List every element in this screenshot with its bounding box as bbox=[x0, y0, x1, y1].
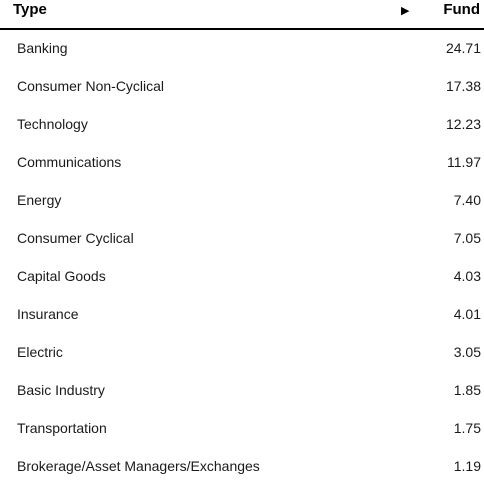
row-type-label: Technology bbox=[17, 116, 88, 132]
column-header-type[interactable]: Type bbox=[13, 1, 47, 18]
row-fund-value: 17.38 bbox=[445, 78, 481, 94]
row-fund-value: 4.03 bbox=[453, 268, 481, 284]
row-type-label: Consumer Cyclical bbox=[17, 230, 134, 246]
row-type-label: Communications bbox=[17, 154, 122, 170]
row-fund-value: 7.40 bbox=[453, 192, 481, 208]
row-fund-value: 24.71 bbox=[445, 40, 481, 56]
table-row: Electric 3.05 bbox=[0, 334, 484, 372]
row-type-label: Banking bbox=[17, 40, 68, 56]
row-fund-value: 3.05 bbox=[453, 344, 481, 360]
row-type-label: Capital Goods bbox=[17, 268, 106, 284]
table-row: Consumer Cyclical 7.05 bbox=[0, 220, 484, 258]
row-fund-value: 12.23 bbox=[445, 116, 481, 132]
row-type-label: Energy bbox=[17, 192, 62, 208]
sort-arrow-icon[interactable]: ▶ bbox=[401, 5, 410, 17]
row-type-label: Brokerage/Asset Managers/Exchanges bbox=[17, 458, 260, 474]
row-type-label: Basic Industry bbox=[17, 382, 105, 398]
row-fund-value: 1.75 bbox=[453, 420, 481, 436]
row-type-label: Insurance bbox=[17, 306, 79, 322]
table-row: Insurance 4.01 bbox=[0, 296, 484, 334]
row-fund-value: 1.85 bbox=[453, 382, 481, 398]
table-row: Technology 12.23 bbox=[0, 106, 484, 144]
row-fund-value: 4.01 bbox=[453, 306, 481, 322]
table-row: Communications 11.97 bbox=[0, 144, 484, 182]
row-fund-value: 7.05 bbox=[453, 230, 481, 246]
table-row: Energy 7.40 bbox=[0, 182, 484, 220]
row-type-label: Consumer Non-Cyclical bbox=[17, 78, 165, 94]
row-fund-value: 1.19 bbox=[453, 458, 481, 474]
table-row: Basic Industry 1.85 bbox=[0, 372, 484, 410]
table-header: Type ▶ Fund bbox=[0, 0, 484, 30]
table-row: Capital Goods 4.03 bbox=[0, 258, 484, 296]
row-type-label: Transportation bbox=[17, 420, 107, 436]
row-type-label: Electric bbox=[17, 344, 63, 360]
column-header-fund[interactable]: Fund bbox=[443, 1, 480, 18]
table-body: Banking 24.71 Consumer Non-Cyclical 17.3… bbox=[0, 30, 484, 486]
table-row: Transportation 1.75 bbox=[0, 410, 484, 448]
row-fund-value: 11.97 bbox=[447, 154, 481, 170]
table-row: Consumer Non-Cyclical 17.38 bbox=[0, 68, 484, 106]
table-row: Brokerage/Asset Managers/Exchanges 1.19 bbox=[0, 448, 484, 486]
table-row: Banking 24.71 bbox=[0, 30, 484, 68]
